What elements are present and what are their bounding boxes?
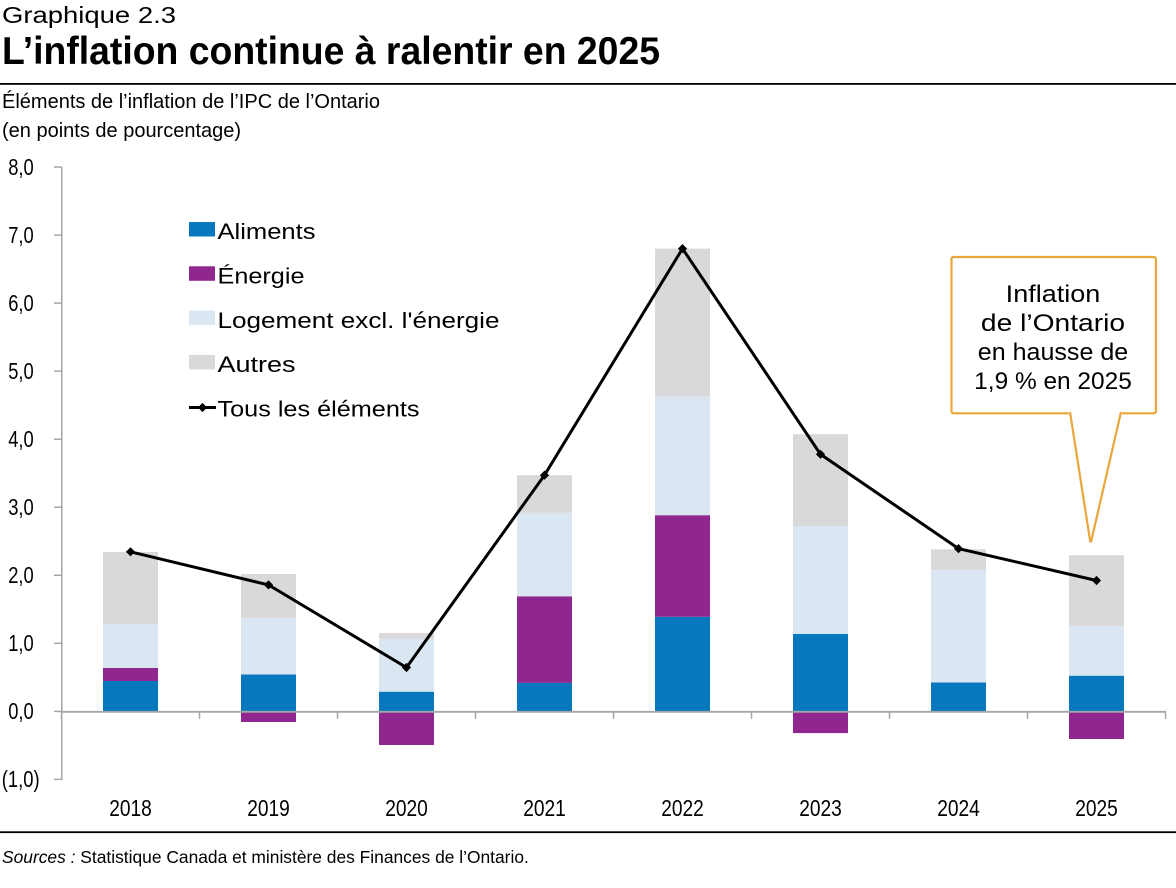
svg-text:2019: 2019 bbox=[247, 795, 290, 821]
svg-text:Graphique 2.3: Graphique 2.3 bbox=[2, 2, 176, 28]
svg-text:Sources : Statistique Canada e: Sources : Statistique Canada et ministèr… bbox=[2, 847, 529, 867]
svg-text:4,0: 4,0 bbox=[8, 426, 34, 452]
svg-text:(1,0): (1,0) bbox=[2, 766, 40, 792]
svg-text:Logement excl. l'énergie: Logement excl. l'énergie bbox=[218, 308, 500, 333]
svg-text:2022: 2022 bbox=[661, 795, 704, 821]
svg-text:2020: 2020 bbox=[385, 795, 428, 821]
svg-text:2021: 2021 bbox=[523, 795, 566, 821]
svg-text:2025: 2025 bbox=[1075, 795, 1118, 821]
svg-text:Énergie: Énergie bbox=[218, 264, 305, 289]
svg-text:Aliments: Aliments bbox=[218, 219, 316, 244]
svg-text:Inflation: Inflation bbox=[1006, 281, 1101, 308]
svg-text:5,0: 5,0 bbox=[8, 358, 34, 384]
svg-text:L’inflation continue à ralenti: L’inflation continue à ralentir en 2025 bbox=[2, 30, 660, 73]
svg-text:1,9 % en 2025: 1,9 % en 2025 bbox=[974, 368, 1132, 395]
svg-text:1,0: 1,0 bbox=[8, 630, 34, 656]
svg-text:2023: 2023 bbox=[799, 795, 842, 821]
svg-text:Éléments de l’inflation de l’I: Éléments de l’inflation de l’IPC de l’On… bbox=[2, 90, 380, 113]
svg-text:2,0: 2,0 bbox=[8, 562, 34, 588]
svg-text:Tous les éléments: Tous les éléments bbox=[218, 396, 420, 421]
svg-text:8,0: 8,0 bbox=[8, 154, 34, 180]
svg-text:0,0: 0,0 bbox=[8, 698, 34, 724]
svg-text:3,0: 3,0 bbox=[8, 494, 34, 520]
svg-text:7,0: 7,0 bbox=[8, 222, 34, 248]
svg-text:en hausse de: en hausse de bbox=[978, 339, 1128, 366]
svg-text:de l’Ontario: de l’Ontario bbox=[981, 310, 1125, 337]
svg-text:Autres: Autres bbox=[218, 352, 296, 377]
svg-text:6,0: 6,0 bbox=[8, 290, 34, 316]
svg-text:2024: 2024 bbox=[937, 795, 980, 821]
svg-text:2018: 2018 bbox=[109, 795, 152, 821]
svg-text:(en points de pourcentage): (en points de pourcentage) bbox=[2, 120, 241, 142]
